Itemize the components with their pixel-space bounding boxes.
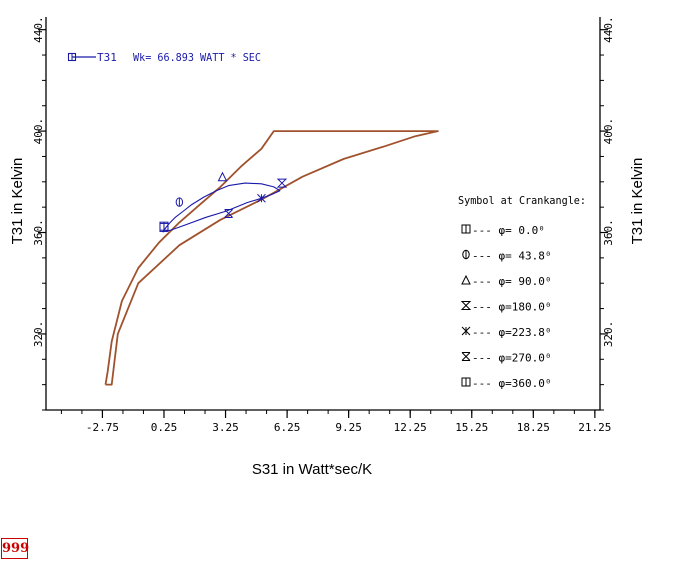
axis-frame <box>45 17 601 411</box>
y-tick-label-left: 400. <box>32 118 45 145</box>
crank-marker-2 <box>217 171 228 182</box>
work-label: Wk= 66.893 WATT * SEC <box>133 51 261 64</box>
y-tick-label-left: 320. <box>32 321 45 348</box>
page-number-badge: 999 <box>1 538 29 559</box>
y-tick-label-left: 440. <box>32 16 45 43</box>
crank-marker-5-shape <box>224 209 233 218</box>
legend-symbol-4 <box>461 326 471 336</box>
crank-marker-1 <box>175 197 184 207</box>
y-axis-label-left: T31 in Kelvin <box>9 158 26 245</box>
y-tick-label-right: 320. <box>602 321 615 348</box>
x-tick-label: -2.75 <box>86 421 119 434</box>
legend-symbol-5-shape <box>461 352 471 361</box>
x-tick-label: 9.25 <box>335 421 362 434</box>
legend-entry-label: --- φ= 0.0⁰ <box>472 224 545 237</box>
legend-title: Symbol at Crankangle: <box>458 194 586 207</box>
y-tick-label-right: 360. <box>602 219 615 246</box>
crank-marker-6 <box>159 221 169 231</box>
envelope-line <box>104 130 439 386</box>
legend-symbol-5 <box>461 352 471 361</box>
cycle-line <box>162 182 281 233</box>
legend-entry-label: --- φ=223.8⁰ <box>472 326 551 339</box>
legend-symbol-6 <box>461 377 471 387</box>
y-tick-label-right: 400. <box>602 118 615 145</box>
x-tick-label: 18.25 <box>517 421 550 434</box>
legend-entry-label: --- φ= 43.8⁰ <box>472 250 551 263</box>
x-tick-label: 6.25 <box>274 421 301 434</box>
legend-entry-label: --- φ= 90.0⁰ <box>472 275 551 288</box>
x-tick-label: 15.25 <box>455 421 488 434</box>
x-axis-label: S31 in Watt*sec/K <box>252 461 372 478</box>
legend-symbol-1 <box>462 249 470 260</box>
series-legend: T31 Wk= 66.893 WATT * SEC <box>67 51 261 64</box>
series <box>104 130 439 386</box>
legend-symbol-4-shape <box>461 326 471 336</box>
legend-symbol-2 <box>461 274 471 285</box>
legend-symbol-3-shape <box>460 301 472 310</box>
crank-marker-3 <box>276 178 288 188</box>
legend-symbol-3 <box>460 301 472 310</box>
crank-marker-3-shape <box>276 178 288 188</box>
legend-entry-label: --- φ=360.0⁰ <box>472 377 551 390</box>
y-axis-label-right: T31 in Kelvin <box>629 158 646 245</box>
axes <box>45 17 601 411</box>
crank-marker-4 <box>257 193 266 203</box>
y-tick-label-right: 440. <box>602 16 615 43</box>
series-legend-label: T31 <box>97 51 117 64</box>
x-tick-label: 21.25 <box>578 421 611 434</box>
legend-entry-label: --- φ=180.0⁰ <box>472 301 551 314</box>
crank-marker-4-shape <box>257 193 266 203</box>
y-tick-label-left: 360. <box>32 219 45 246</box>
x-tick-label: 3.25 <box>212 421 239 434</box>
legend-symbol-0 <box>461 224 471 234</box>
x-tick-label: 12.25 <box>394 421 427 434</box>
markers <box>159 171 288 232</box>
crank-marker-2-shape <box>217 171 228 182</box>
symbol-legend: --- φ= 0.0⁰ --- φ= 43.8⁰ --- φ= 90.0⁰ --- φ… <box>460 224 551 390</box>
ticks: -2.75 0.25 3.25 6.25 9.25 12.25 15.25 18.25 21.2… <box>32 16 615 434</box>
legend-entry-label: --- φ=270.0⁰ <box>472 352 551 365</box>
legend-symbol-2-shape <box>461 274 471 285</box>
x-tick-label: 0.25 <box>151 421 178 434</box>
crank-marker-5 <box>224 209 233 218</box>
